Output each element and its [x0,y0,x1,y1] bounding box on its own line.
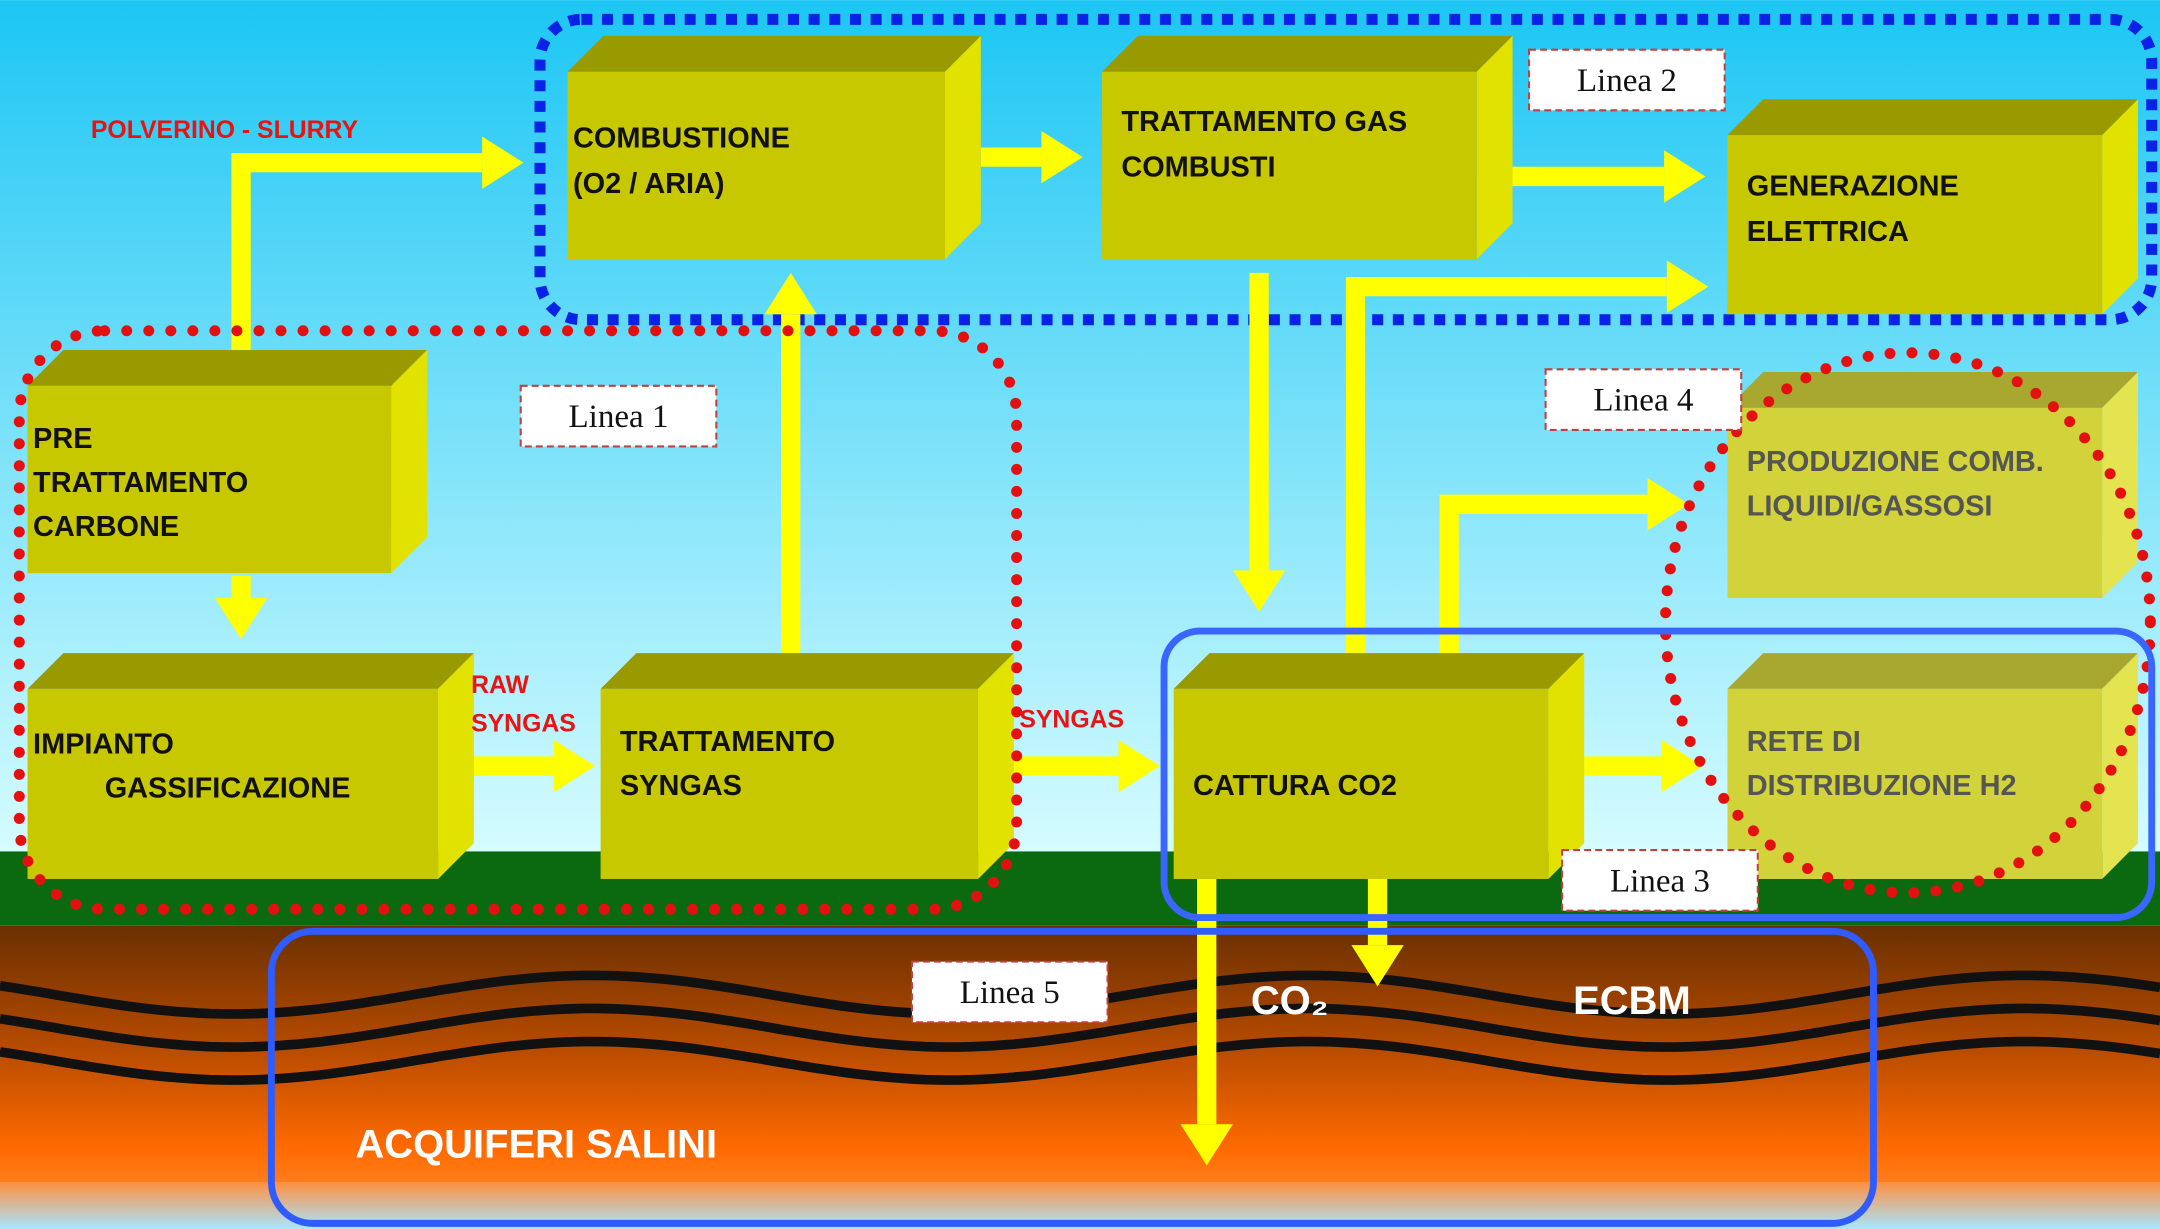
node-label: COMBUSTIONE [573,123,790,155]
box-top [28,350,427,386]
line-tag: Linea 3 [1562,850,1758,911]
process-box: IMPIANTO GASSIFICAZIONE [28,653,474,879]
box-side [2102,99,2138,314]
box-side [1548,653,1584,879]
node-label: PRODUZIONE COMB. [1747,446,2044,478]
box-top [601,653,1014,689]
flow-label: SYNGAS [471,711,576,738]
box-top [1174,653,1585,689]
process-box: GENERAZIONE ELETTRICA [1727,99,2138,314]
process-box: TRATTAMENTO GAS COMBUSTI [1102,36,1513,259]
box-side [978,653,1014,879]
page: {"labels": {"feed": "POLVERINO - SLURRY"… [0,0,2160,1229]
aquifers-label: ACQUIFERI SALINI [355,1122,717,1166]
co2-label: CO₂ [1251,979,1329,1023]
box-front [568,72,945,259]
box-side [1477,36,1513,259]
node-label: LIQUIDI/GASSOSI [1747,490,1993,522]
node-label: IMPIANTO [33,729,174,761]
process-box: PRE TRATTAMENTO CARBONE [28,350,427,573]
tag-label: Linea 2 [1577,63,1677,99]
tag-label: Linea 1 [569,399,669,435]
process-box: PRODUZIONE COMB. LIQUIDI/GASSOSI [1727,372,2138,598]
node-label: SYNGAS [620,770,742,802]
box-side [438,653,474,879]
box-top [1102,36,1513,72]
flow-label: POLVERINO - SLURRY [91,117,359,144]
flow-label: RAW [471,672,529,699]
line-tag: Linea 2 [1529,50,1725,111]
line-tag: Linea 4 [1546,369,1742,430]
ecbm-label: ECBM [1573,979,1691,1023]
tag-label: Linea 4 [1593,383,1693,419]
tag-label: Linea 5 [960,975,1060,1011]
process-box: CATTURA CO2 [1174,653,1585,879]
box-top [568,36,981,72]
node-label: PRE [33,423,92,455]
node-label: RETE DI [1747,726,1861,758]
line-tag: Linea 5 [912,962,1108,1023]
node-label: TRATTAMENTO [620,726,835,758]
node-label: ELETTRICA [1747,216,1909,248]
box-side [945,36,981,259]
node-label: TRATTAMENTO GAS [1121,106,1407,138]
box-top [1727,99,2138,135]
node-label: CATTURA CO2 [1193,770,1397,802]
box-top [28,653,474,689]
node-label: GENERAZIONE [1747,171,1959,203]
tag-label: Linea 3 [1610,863,1710,899]
box-side [2102,372,2138,598]
diagram: COMBUSTIONE (O2 / ARIA) TRATTAMENTO GAS COM… [0,0,2160,1229]
node-label: (O2 / ARIA) [573,168,724,200]
node-label: GASSIFICAZIONE [105,773,351,805]
node-label: CARBONE [33,511,179,543]
line-tag: Linea 1 [521,386,717,447]
box-side [391,350,427,573]
flow-label: SYNGAS [1019,706,1124,733]
node-label: COMBUSTI [1121,151,1275,183]
process-box: RETE DI DISTRIBUZIONE H2 [1727,653,2138,879]
process-box: TRATTAMENTO SYNGAS [601,653,1014,879]
node-label: DISTRIBUZIONE H2 [1747,770,2017,802]
process-box: COMBUSTIONE (O2 / ARIA) [568,36,981,259]
node-label: TRATTAMENTO [33,467,248,499]
box-top [1727,653,2138,689]
